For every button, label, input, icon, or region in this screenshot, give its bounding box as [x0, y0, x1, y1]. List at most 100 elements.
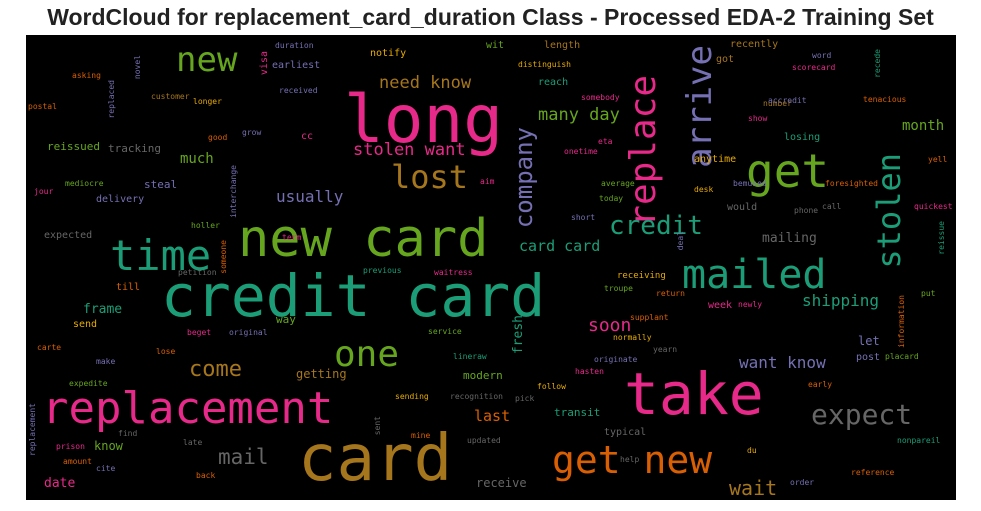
word-136: find	[118, 429, 138, 438]
word-9: get new	[552, 438, 713, 482]
word-60: week	[708, 300, 733, 311]
word-26: usually	[276, 187, 344, 206]
word-15: stolen	[870, 153, 908, 269]
word-72: longer	[193, 97, 222, 106]
word-122: lose	[156, 347, 176, 356]
word-57: anytime	[694, 154, 737, 165]
word-28: want know	[739, 353, 826, 372]
word-46: tracking	[108, 142, 161, 155]
word-6: time	[110, 231, 212, 280]
word-7: mailed	[682, 252, 827, 298]
word-30: last	[474, 407, 511, 425]
word-59: losing	[784, 132, 821, 143]
word-17: credit	[609, 211, 703, 241]
word-29: shipping	[802, 291, 880, 310]
word-70: replaced	[107, 80, 116, 119]
word-61: post	[856, 352, 881, 363]
word-38: getting	[296, 367, 347, 381]
word-10: replace	[623, 75, 664, 227]
word-32: much	[180, 151, 214, 167]
word-113: put	[921, 289, 936, 298]
word-77: grow	[242, 128, 262, 137]
word-68: postal	[28, 102, 57, 111]
word-79: onetime	[564, 147, 598, 156]
word-55: reach	[538, 77, 569, 88]
word-42: transit	[554, 406, 601, 419]
word-127: hasten	[575, 367, 604, 376]
word-65: cc	[301, 131, 314, 142]
word-108: reissue	[937, 221, 946, 255]
word-54: wit	[486, 40, 505, 51]
word-119: normally	[613, 333, 652, 342]
word-23: need know	[379, 73, 472, 93]
word-90: aim	[480, 177, 495, 186]
word-4: new card	[238, 209, 489, 269]
word-3: take	[624, 360, 764, 428]
word-31: month	[902, 118, 945, 134]
word-64: got	[716, 54, 735, 65]
word-76: good	[208, 133, 228, 142]
word-37: receive	[476, 476, 527, 490]
word-94: bemused	[733, 179, 767, 188]
word-80: word	[812, 51, 832, 60]
word-13: one	[334, 334, 400, 375]
word-34: frame	[83, 302, 123, 317]
word-134: replacement	[28, 403, 37, 456]
word-123: lineraw	[453, 352, 487, 361]
word-133: pick	[515, 394, 535, 403]
word-110: troupe	[604, 284, 633, 293]
word-18: company	[510, 127, 538, 229]
word-141: cite	[96, 464, 116, 473]
word-87: mediocre	[65, 179, 104, 188]
word-1: credit card	[161, 262, 546, 330]
word-24: stolen want	[353, 140, 466, 160]
word-52: length	[544, 40, 581, 51]
word-56: recently	[730, 39, 779, 50]
word-35: fresh	[511, 315, 526, 355]
word-142: late	[183, 438, 203, 447]
word-132: recognition	[450, 392, 503, 401]
word-11: arrive	[680, 45, 720, 168]
word-138: mine	[411, 431, 431, 440]
word-129: expedite	[69, 379, 108, 388]
word-78: eta	[598, 137, 613, 146]
word-144: help	[620, 455, 640, 464]
word-125: yearn	[653, 345, 678, 354]
word-69: novel	[133, 55, 142, 80]
word-86: show	[748, 114, 768, 123]
word-91: average	[601, 179, 635, 188]
word-120: carte	[37, 343, 62, 352]
word-74: distinguish	[518, 60, 571, 69]
word-131: sending	[395, 392, 429, 401]
word-43: typical	[604, 427, 647, 438]
word-114: information	[897, 295, 906, 348]
word-63: earliest	[272, 60, 321, 71]
word-148: reference	[851, 468, 895, 477]
word-19: come	[189, 357, 242, 382]
word-145: du	[747, 446, 757, 455]
word-95: foresighted	[825, 179, 878, 188]
word-85: tenacious	[863, 95, 907, 104]
word-109: receiving	[617, 271, 666, 281]
word-147: order	[790, 478, 815, 487]
word-83: number	[763, 99, 792, 108]
wordcloud-canvas: long credit card card take new card replaceme…	[26, 35, 956, 500]
word-44: way	[276, 313, 296, 326]
word-8: get	[746, 144, 830, 198]
word-103: someone	[219, 240, 228, 274]
word-121: make	[96, 357, 116, 366]
word-140: amount	[63, 457, 92, 466]
word-126: placard	[885, 352, 919, 361]
word-0: long	[344, 81, 503, 158]
word-118: service	[428, 327, 462, 336]
word-14: lost	[391, 158, 469, 196]
word-115: supplant	[630, 313, 669, 322]
word-96: yell	[928, 155, 948, 164]
word-107: deal	[676, 231, 685, 251]
word-97: quickest	[914, 202, 953, 211]
word-47: steal	[144, 178, 178, 191]
word-84: accredit	[768, 96, 807, 105]
word-137: sent	[373, 416, 382, 436]
word-27: card card	[519, 237, 601, 255]
word-40: let	[858, 334, 880, 348]
